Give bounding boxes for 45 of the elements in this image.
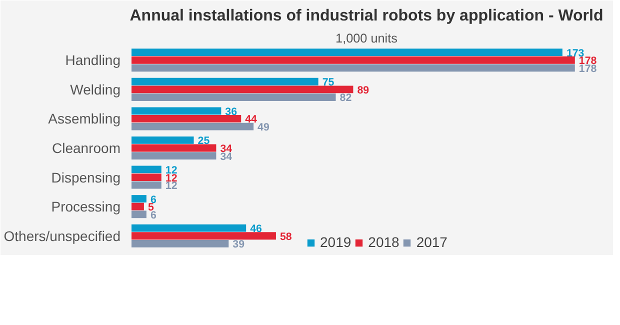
bar [132,152,216,160]
bar [132,210,146,218]
data-label: 6 [150,209,156,222]
bar [132,56,575,64]
data-label: 34 [220,150,232,163]
bar [132,166,162,174]
bar [132,64,575,72]
data-label: 36 [225,106,238,118]
data-label: 75 [322,76,334,89]
bar [132,174,162,181]
bar [132,86,354,94]
legend-label: 2018 [368,234,400,250]
bar [132,202,144,210]
bar [132,115,242,122]
chart-subtitle: 1,000 units [336,32,398,46]
data-label: 25 [198,135,210,148]
bar [132,144,216,152]
y-tick-label: Others/unspecified [4,228,121,244]
data-label: 58 [280,230,292,243]
bar [132,195,146,202]
data-label: 46 [250,223,262,236]
data-label: 82 [340,92,352,104]
data-label: 49 [258,122,270,134]
bar [132,224,246,232]
bar [132,107,222,115]
bar [132,136,194,144]
legend-label: 2017 [416,234,448,250]
y-tick-label: Processing [51,198,121,215]
y-tick-label: Handling [65,52,121,68]
legend-label: 2019 [320,234,352,250]
bar [132,240,229,248]
data-label: 44 [245,114,258,126]
y-tick-label: Assembling [48,110,121,127]
y-tick-label: Dispensing [51,169,121,186]
data-label: 89 [357,84,370,96]
data-label: 39 [232,238,245,251]
chart-title: Annual installations of industrial robots by application - World [130,8,604,24]
y-tick-label: Welding [70,81,120,98]
bar [132,181,162,189]
bar [132,78,318,86]
bar [132,232,276,240]
bar [132,48,562,56]
bar [132,122,254,130]
bar [132,94,336,101]
y-tick-label: Cleanroom [52,140,121,156]
